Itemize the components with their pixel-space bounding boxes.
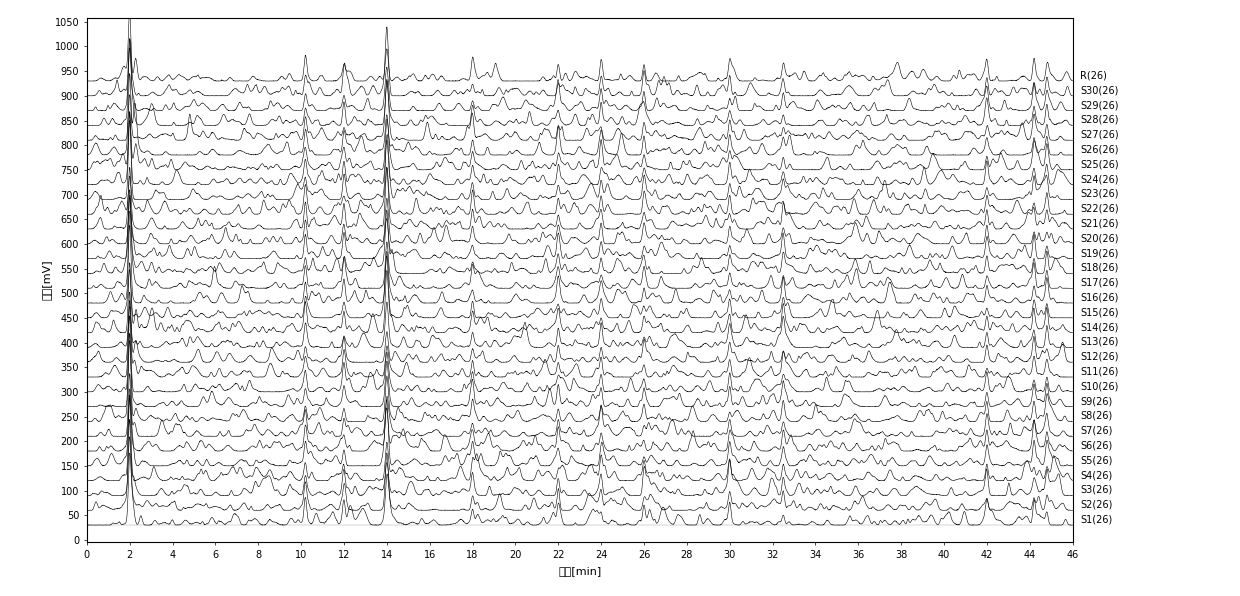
Text: S10(26): S10(26) xyxy=(1080,381,1118,392)
X-axis label: 时间[min]: 时间[min] xyxy=(558,566,601,576)
Text: S4(26): S4(26) xyxy=(1080,470,1112,480)
Text: S22(26): S22(26) xyxy=(1080,204,1118,214)
Text: S9(26): S9(26) xyxy=(1080,396,1112,406)
Text: S7(26): S7(26) xyxy=(1080,426,1112,436)
Text: S18(26): S18(26) xyxy=(1080,263,1118,273)
Y-axis label: 信号[mV]: 信号[mV] xyxy=(42,260,52,300)
Text: S30(26): S30(26) xyxy=(1080,85,1118,95)
Text: S19(26): S19(26) xyxy=(1080,248,1118,258)
Text: S20(26): S20(26) xyxy=(1080,234,1118,243)
Text: R(26): R(26) xyxy=(1080,70,1107,80)
Text: S2(26): S2(26) xyxy=(1080,500,1112,510)
Text: S5(26): S5(26) xyxy=(1080,455,1112,465)
Text: S11(26): S11(26) xyxy=(1080,367,1118,377)
Text: S12(26): S12(26) xyxy=(1080,352,1118,362)
Text: S29(26): S29(26) xyxy=(1080,100,1118,110)
Text: S27(26): S27(26) xyxy=(1080,130,1118,139)
Text: S8(26): S8(26) xyxy=(1080,411,1112,421)
Text: S23(26): S23(26) xyxy=(1080,189,1118,199)
Text: S15(26): S15(26) xyxy=(1080,308,1118,318)
Text: S3(26): S3(26) xyxy=(1080,485,1112,495)
Text: S26(26): S26(26) xyxy=(1080,145,1118,154)
Text: S21(26): S21(26) xyxy=(1080,219,1118,228)
Text: S24(26): S24(26) xyxy=(1080,174,1118,184)
Text: S28(26): S28(26) xyxy=(1080,115,1118,125)
Text: S13(26): S13(26) xyxy=(1080,337,1118,347)
Text: S25(26): S25(26) xyxy=(1080,159,1118,169)
Text: S16(26): S16(26) xyxy=(1080,293,1118,303)
Text: S6(26): S6(26) xyxy=(1080,440,1112,451)
Text: S17(26): S17(26) xyxy=(1080,278,1118,288)
Text: S1(26): S1(26) xyxy=(1080,514,1112,524)
Text: S14(26): S14(26) xyxy=(1080,322,1118,332)
